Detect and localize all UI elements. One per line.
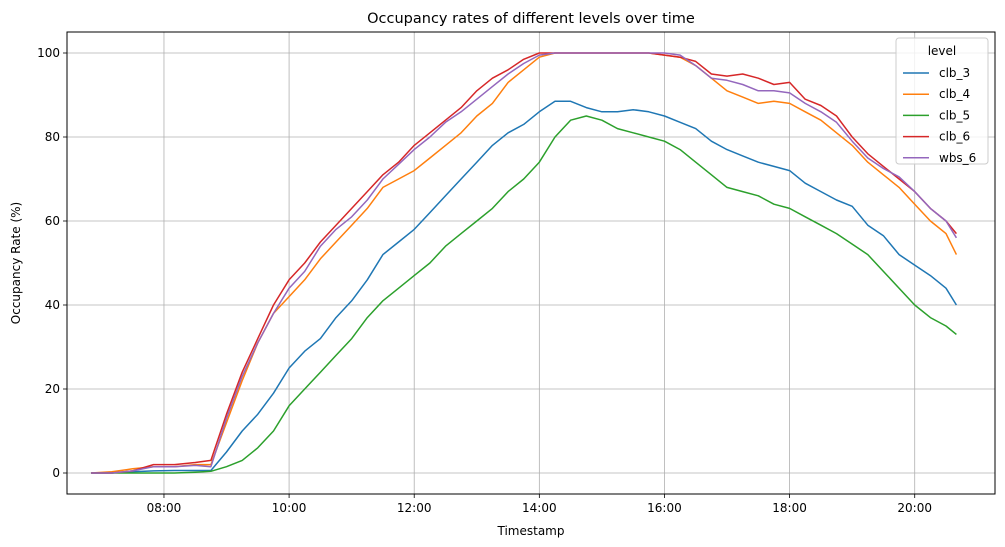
- plot-area-frame: [66, 31, 996, 495]
- legend-label-wbs_6: wbs_6: [939, 151, 976, 165]
- x-tick-label: 12:00: [397, 501, 432, 515]
- legend-frame: [895, 37, 989, 165]
- x-tick-label: 16:00: [647, 501, 682, 515]
- series-line-clb_3: [91, 100, 958, 474]
- axis-ticks: 08:00 10:00 12:00 14:00 16:00 18:00 20:00 0 20 40…: [37, 46, 932, 515]
- y-axis-label: Occupancy Rate (%): [9, 202, 23, 324]
- legend-title: level: [928, 44, 957, 58]
- legend-label-clb_6: clb_6: [939, 130, 970, 144]
- y-tick-label: 60: [45, 214, 60, 228]
- legend: level clb_3 clb_4 clb_5 clb_6 wbs_6: [895, 37, 989, 165]
- series-lines: [90, 52, 958, 474]
- x-tick-label: 14:00: [522, 501, 557, 515]
- x-tick-label: 18:00: [772, 501, 807, 515]
- y-tick-label: 100: [37, 46, 60, 60]
- x-tick-label: 20:00: [897, 501, 932, 515]
- series-line-wbs_6: [91, 52, 958, 474]
- x-tick-label: 08:00: [147, 501, 182, 515]
- y-tick-label: 80: [45, 130, 60, 144]
- series-line-clb_6: [91, 52, 957, 474]
- grid: [67, 32, 995, 494]
- y-tick-label: 20: [45, 382, 60, 396]
- chart-title: Occupancy rates of different levels over…: [367, 11, 695, 27]
- x-tick-label: 10:00: [272, 501, 307, 515]
- legend-label-clb_5: clb_5: [939, 108, 970, 122]
- y-tick-label: 0: [52, 466, 60, 480]
- series-line-clb_5: [91, 115, 957, 474]
- legend-label-clb_3: clb_3: [939, 66, 970, 80]
- x-axis-label: Timestamp: [497, 524, 565, 538]
- legend-label-clb_4: clb_4: [939, 87, 970, 101]
- y-tick-label: 40: [45, 298, 60, 312]
